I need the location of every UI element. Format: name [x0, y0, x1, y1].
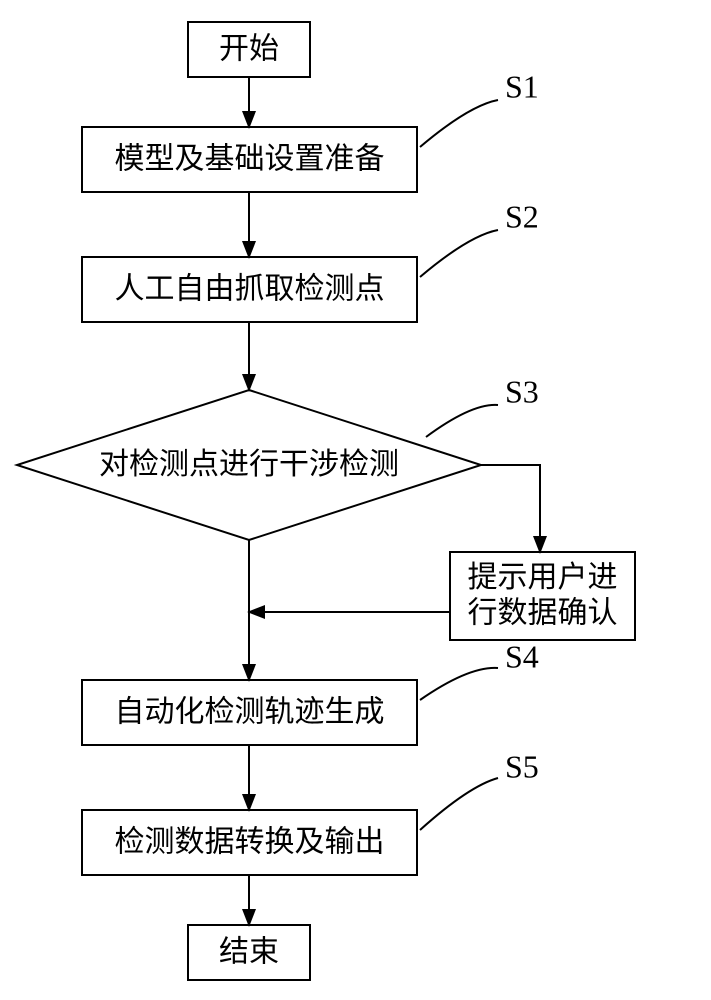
leader-s1	[420, 100, 498, 147]
node-s5: 检测数据转换及输出	[82, 810, 417, 875]
label-s4: S4	[505, 638, 539, 674]
node-s3: 对检测点进行干涉检测	[17, 390, 481, 540]
label-s5: S5	[505, 748, 539, 784]
start-text: 开始	[219, 32, 279, 65]
node-s4: 自动化检测轨迹生成	[82, 680, 417, 745]
node-end: 结束	[188, 925, 310, 980]
s3-text: 对检测点进行干涉检测	[99, 448, 399, 481]
leader-s2	[420, 230, 498, 277]
label-s2: S2	[505, 198, 539, 234]
node-s1: 模型及基础设置准备	[82, 127, 417, 192]
leader-s5	[420, 778, 498, 830]
node-s2: 人工自由抓取检测点	[82, 257, 417, 322]
confirm-line1: 提示用户进	[468, 561, 618, 594]
confirm-line2: 行数据确认	[468, 596, 618, 629]
s2-text: 人工自由抓取检测点	[115, 272, 385, 305]
end-text: 结束	[219, 935, 279, 968]
node-confirm: 提示用户进 行数据确认	[450, 552, 635, 640]
s1-text: 模型及基础设置准备	[115, 142, 385, 175]
s4-text: 自动化检测轨迹生成	[115, 695, 385, 728]
leader-s3	[426, 405, 498, 437]
label-s3: S3	[505, 373, 539, 409]
leader-s4	[420, 668, 498, 700]
edge-s3_right-confirm	[481, 465, 540, 552]
label-s1: S1	[505, 68, 539, 104]
node-start: 开始	[188, 22, 310, 77]
step-labels: S1 S2 S3 S4 S5	[420, 68, 539, 830]
s5-text: 检测数据转换及输出	[115, 825, 385, 858]
